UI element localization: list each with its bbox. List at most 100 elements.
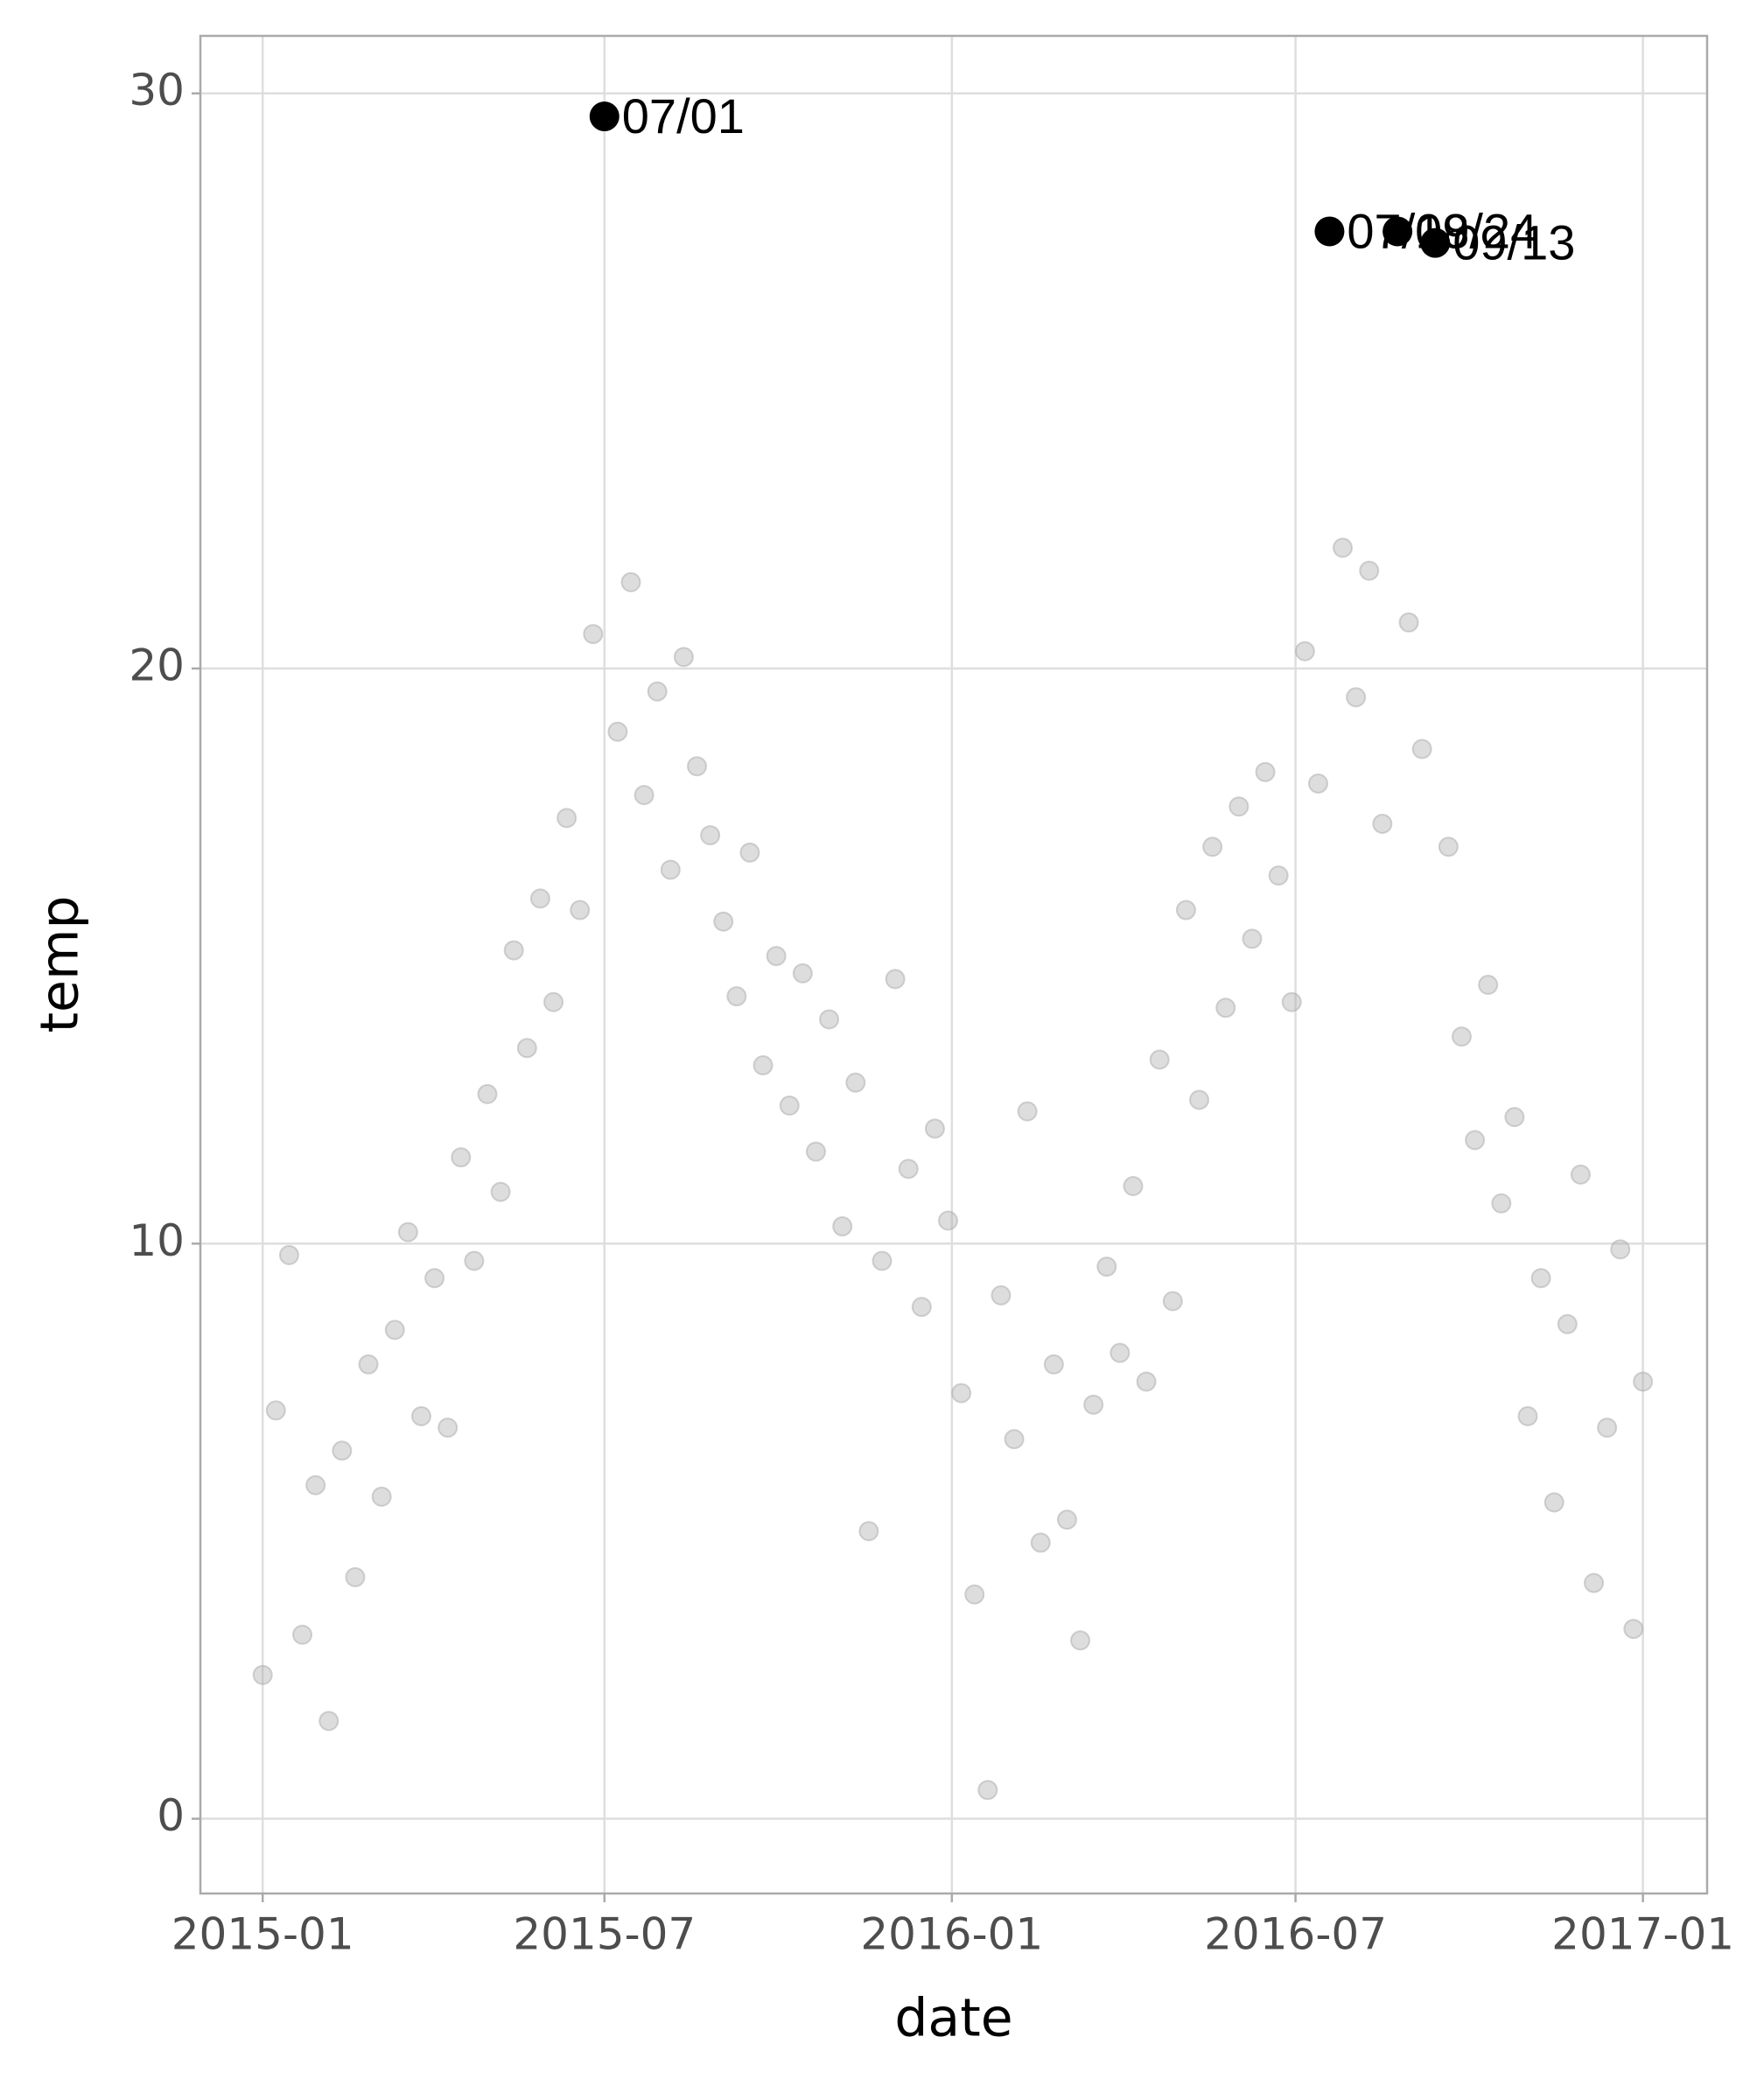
point xyxy=(990,1284,1012,1306)
point xyxy=(620,571,641,592)
point xyxy=(1083,1394,1104,1415)
point xyxy=(1017,1101,1038,1122)
point xyxy=(713,911,734,932)
point xyxy=(570,900,591,920)
point xyxy=(1189,1089,1210,1110)
point xyxy=(700,825,721,846)
point xyxy=(1411,738,1432,760)
point xyxy=(1004,1429,1025,1450)
point-label: 07/01 xyxy=(622,88,745,144)
point xyxy=(332,1440,353,1461)
point xyxy=(726,986,747,1007)
highlight-point xyxy=(1420,228,1451,258)
point xyxy=(1043,1354,1064,1375)
point xyxy=(1544,1492,1564,1513)
point xyxy=(305,1474,326,1495)
highlight-point xyxy=(589,102,620,132)
point xyxy=(1030,1532,1051,1553)
point xyxy=(805,1141,826,1162)
point xyxy=(872,1250,892,1271)
point xyxy=(438,1418,458,1438)
point xyxy=(1096,1256,1117,1278)
point xyxy=(1530,1268,1551,1289)
point xyxy=(556,808,578,829)
point xyxy=(1242,928,1263,949)
point xyxy=(1465,1130,1486,1151)
point xyxy=(1633,1371,1654,1392)
y-tick-label: 30 xyxy=(129,65,185,116)
point xyxy=(911,1297,932,1318)
point xyxy=(1281,991,1302,1012)
point xyxy=(1597,1418,1618,1438)
point xyxy=(687,756,708,777)
highlight-point xyxy=(1382,216,1413,247)
point xyxy=(1478,975,1499,996)
panel-border xyxy=(199,34,1709,1895)
panel xyxy=(200,36,1707,1894)
point xyxy=(583,624,604,645)
point xyxy=(543,991,564,1012)
point xyxy=(964,1584,985,1605)
point xyxy=(1228,796,1250,817)
point xyxy=(410,1405,431,1426)
point xyxy=(739,842,760,863)
point xyxy=(1149,1049,1170,1070)
point xyxy=(977,1780,998,1801)
point xyxy=(1557,1313,1578,1334)
point xyxy=(1070,1630,1091,1651)
point xyxy=(647,681,668,702)
y-tick-label: 0 xyxy=(157,1790,185,1841)
point xyxy=(1333,537,1354,558)
point xyxy=(885,969,906,990)
point xyxy=(384,1320,405,1340)
point xyxy=(673,647,694,668)
point xyxy=(477,1083,498,1104)
x-tick-label: 2016-01 xyxy=(860,1909,1043,1960)
point xyxy=(752,1055,774,1076)
point xyxy=(516,1038,537,1059)
y-axis-title: temp xyxy=(30,896,91,1033)
point xyxy=(858,1521,879,1542)
point xyxy=(1056,1509,1077,1530)
point xyxy=(1136,1371,1157,1392)
point xyxy=(1517,1405,1538,1426)
point xyxy=(490,1181,511,1202)
point xyxy=(371,1486,392,1507)
point xyxy=(1372,813,1393,834)
point xyxy=(1268,865,1289,886)
point xyxy=(529,888,550,909)
point xyxy=(252,1664,273,1685)
point xyxy=(951,1382,972,1404)
point xyxy=(278,1244,299,1265)
x-tick-label: 2016-07 xyxy=(1204,1909,1387,1960)
point xyxy=(1359,560,1380,581)
point xyxy=(1451,1026,1472,1047)
point xyxy=(924,1118,945,1139)
point xyxy=(898,1158,919,1180)
point xyxy=(292,1624,313,1645)
point xyxy=(1110,1342,1130,1363)
point xyxy=(1398,612,1419,633)
point xyxy=(845,1072,866,1093)
point xyxy=(1307,773,1328,794)
point xyxy=(1255,761,1276,782)
point xyxy=(464,1250,485,1271)
x-tick-label: 2017-01 xyxy=(1551,1909,1734,1960)
point xyxy=(1438,836,1459,858)
point xyxy=(766,946,787,967)
point xyxy=(503,940,524,961)
point-label: 09/13 xyxy=(1452,214,1575,270)
point xyxy=(607,721,628,742)
point xyxy=(819,1009,840,1030)
y-tick-label: 20 xyxy=(129,640,185,691)
point xyxy=(1570,1164,1591,1185)
point xyxy=(938,1210,959,1231)
point xyxy=(451,1147,472,1168)
point xyxy=(1346,687,1367,708)
point xyxy=(397,1222,418,1242)
point xyxy=(1294,640,1315,662)
point xyxy=(1584,1572,1605,1593)
point xyxy=(358,1354,379,1375)
point xyxy=(1123,1176,1144,1197)
y-tick-label: 10 xyxy=(129,1215,185,1266)
